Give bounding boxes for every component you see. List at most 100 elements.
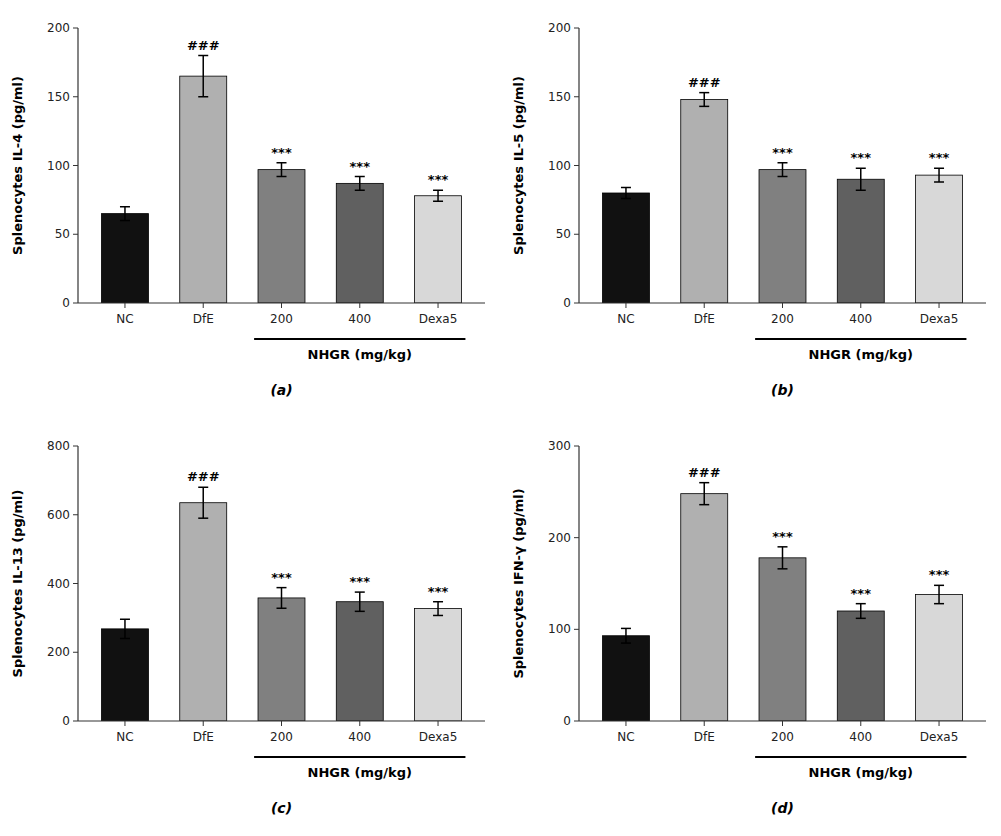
error-cap bbox=[120, 206, 130, 208]
x-tick-label: DfE bbox=[694, 312, 715, 326]
error-stem bbox=[202, 56, 204, 97]
y-tick-label: 0 bbox=[563, 296, 571, 310]
significance-label: ### bbox=[688, 75, 721, 90]
y-tick bbox=[574, 446, 579, 447]
error-bar bbox=[856, 168, 866, 190]
y-tick-label: 0 bbox=[563, 714, 571, 728]
y-tick bbox=[73, 652, 78, 653]
error-cap bbox=[621, 187, 631, 189]
significance-label: *** bbox=[851, 150, 872, 165]
y-tick bbox=[574, 165, 579, 166]
bar bbox=[837, 179, 884, 303]
x-tick bbox=[359, 303, 360, 308]
bar bbox=[415, 609, 462, 721]
x-tick-label: DfE bbox=[193, 312, 214, 326]
y-tick bbox=[73, 721, 78, 722]
x-tick bbox=[281, 303, 282, 308]
error-bar bbox=[198, 56, 208, 97]
y-tick bbox=[73, 234, 78, 235]
x-tick-label: Dexa5 bbox=[920, 730, 959, 744]
x-tick-label: Dexa5 bbox=[920, 312, 959, 326]
panel: 050100150200###*********NCDfE200400Dexa5… bbox=[10, 21, 485, 398]
error-bar bbox=[856, 604, 866, 619]
error-cap bbox=[198, 55, 208, 57]
error-cap bbox=[699, 504, 709, 506]
bar bbox=[180, 76, 227, 303]
error-bar bbox=[934, 168, 944, 182]
error-cap bbox=[856, 190, 866, 192]
y-axis bbox=[578, 28, 579, 303]
significance-label: *** bbox=[772, 529, 793, 544]
error-stem bbox=[782, 163, 784, 177]
y-tick bbox=[574, 303, 579, 304]
error-cap bbox=[433, 201, 443, 203]
significance-label: ### bbox=[187, 38, 220, 53]
error-cap bbox=[433, 601, 443, 603]
error-cap bbox=[120, 619, 130, 621]
panel-label: (a) bbox=[270, 382, 292, 398]
y-tick-label: 400 bbox=[47, 577, 70, 591]
error-cap bbox=[621, 628, 631, 630]
error-stem bbox=[625, 188, 627, 199]
y-tick-label: 100 bbox=[47, 159, 70, 173]
x-tick bbox=[860, 721, 861, 726]
bar bbox=[681, 100, 728, 304]
y-tick-label: 50 bbox=[55, 227, 70, 241]
group-bar bbox=[755, 338, 966, 340]
error-cap bbox=[934, 585, 944, 587]
error-bar bbox=[277, 588, 287, 609]
y-tick bbox=[73, 28, 78, 29]
bar bbox=[415, 196, 462, 303]
panel-label: (c) bbox=[271, 800, 292, 816]
error-bar bbox=[934, 585, 944, 603]
y-tick-label: 0 bbox=[62, 296, 70, 310]
significance-label: *** bbox=[929, 150, 950, 165]
error-bar bbox=[778, 163, 788, 177]
error-cap bbox=[120, 220, 130, 222]
bars bbox=[101, 487, 461, 721]
y-tick bbox=[574, 537, 579, 538]
panel: 050100150200###*********NCDfE200400Dexa5… bbox=[511, 21, 986, 398]
significance-label: *** bbox=[271, 570, 292, 585]
error-cap bbox=[621, 642, 631, 644]
y-tick bbox=[73, 514, 78, 515]
bar bbox=[336, 602, 383, 721]
panel: 0100200300###*********NCDfE200400Dexa5Sp… bbox=[511, 439, 986, 816]
y-tick-label: 800 bbox=[47, 439, 70, 453]
error-bar bbox=[120, 619, 130, 638]
x-tick-label: NC bbox=[617, 730, 634, 744]
error-bar bbox=[120, 207, 130, 221]
y-tick bbox=[574, 96, 579, 97]
x-tick bbox=[782, 721, 783, 726]
x-tick bbox=[860, 303, 861, 308]
y-tick-label: 600 bbox=[47, 508, 70, 522]
bar bbox=[916, 175, 963, 303]
y-tick-label: 150 bbox=[548, 90, 571, 104]
error-cap bbox=[355, 611, 365, 613]
bar bbox=[101, 214, 148, 303]
error-stem bbox=[359, 177, 361, 191]
significance-label: *** bbox=[271, 145, 292, 160]
y-tick-label: 200 bbox=[47, 645, 70, 659]
error-bar bbox=[699, 483, 709, 505]
bar bbox=[602, 636, 649, 721]
significance-label: *** bbox=[350, 574, 371, 589]
x-tick bbox=[625, 303, 626, 308]
error-cap bbox=[699, 92, 709, 94]
bar bbox=[837, 611, 884, 721]
error-bar bbox=[778, 547, 788, 569]
error-stem bbox=[437, 190, 439, 201]
group-label: NHGR (mg/kg) bbox=[308, 347, 412, 362]
x-tick bbox=[124, 721, 125, 726]
bar bbox=[180, 503, 227, 721]
x-tick-label: DfE bbox=[193, 730, 214, 744]
bars bbox=[602, 483, 962, 721]
error-cap bbox=[778, 176, 788, 178]
y-tick bbox=[73, 165, 78, 166]
y-tick bbox=[574, 629, 579, 630]
significance-label: *** bbox=[851, 586, 872, 601]
error-cap bbox=[856, 603, 866, 605]
error-bar bbox=[433, 602, 443, 616]
error-stem bbox=[625, 628, 627, 643]
x-tick bbox=[939, 303, 940, 308]
